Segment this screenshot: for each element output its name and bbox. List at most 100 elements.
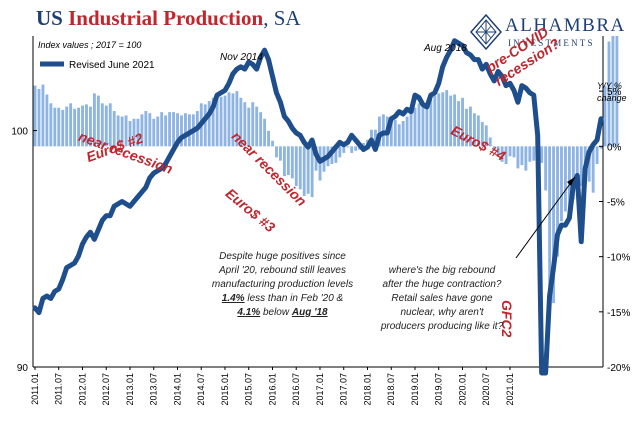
yoy-bar [100, 103, 104, 147]
yoy-bar [544, 146, 548, 191]
yoy-bar [480, 122, 484, 147]
yoy-bar [203, 104, 207, 147]
annotation-arrow [515, 176, 576, 259]
yoy-bar [500, 146, 504, 162]
yoy-bar [259, 112, 263, 147]
right-tick-label: -5% [607, 198, 625, 209]
yoy-bar [587, 146, 591, 182]
yoy-bar [599, 146, 603, 149]
yoy-bar [508, 146, 512, 157]
yoy-bar [255, 106, 259, 147]
yoy-bar [409, 113, 413, 147]
yoy-bar [124, 115, 128, 147]
yoy-bar [290, 146, 294, 179]
x-tick-label: 2021.01 [505, 373, 515, 406]
x-tick-label: 2018.07 [386, 373, 396, 406]
yoy-bar [472, 113, 476, 147]
x-tick-label: 2014.01 [172, 373, 182, 406]
yoy-bar [552, 146, 555, 303]
x-tick-label: 2017.01 [315, 373, 325, 406]
yoy-bar [469, 106, 472, 147]
yoy-bar [227, 92, 231, 147]
yoy-bar [45, 94, 49, 147]
yoy-bar [354, 146, 358, 151]
yoy-bar [89, 106, 92, 147]
yoy-bar [342, 146, 346, 153]
yoy-bar [560, 146, 563, 222]
yoy-bar [421, 105, 425, 147]
x-tick-label: 2019.07 [434, 373, 444, 406]
yoy-bar [128, 120, 132, 147]
legend-series-label: Revised June 2021 [69, 60, 155, 71]
ip-series-line [32, 38, 604, 376]
yoy-bar [144, 111, 148, 147]
yoy-bar [334, 146, 338, 163]
x-tick-label: 2020.07 [481, 373, 491, 406]
yoy-bar [429, 99, 433, 147]
yoy-bar [282, 146, 286, 177]
yoy-bar [69, 103, 73, 147]
x-tick-label: 2014.07 [196, 373, 206, 406]
x-tick-label: 2019.01 [410, 373, 420, 406]
yoy-bar [279, 146, 282, 161]
yoy-bar [564, 146, 567, 212]
yoy-bar [275, 146, 278, 158]
right-tick-label: 5% [607, 87, 622, 98]
yoy-bar [607, 41, 611, 147]
left-tick-label: 90 [17, 363, 29, 374]
x-tick-label: 2013.01 [125, 373, 135, 406]
x-tick-label: 2011.07 [54, 373, 64, 405]
yoy-bar [81, 105, 84, 147]
yoy-bar [180, 115, 183, 147]
yoy-bar [540, 146, 544, 163]
yoy-bar [492, 146, 496, 151]
yoy-bar [346, 146, 350, 148]
yoy-bar [389, 123, 393, 147]
yoy-bar [251, 102, 255, 147]
yoy-bar [377, 116, 381, 147]
y-tick-labels: 90 100 5% 0% -5% -10% -15% -20% [11, 87, 630, 374]
yoy-bar [298, 146, 302, 190]
yoy-bar [457, 101, 460, 147]
yoy-bar [176, 113, 179, 147]
right-tick-label: -20% [607, 363, 630, 374]
yoy-bar [437, 93, 441, 147]
yoy-bar [306, 146, 310, 194]
yoy-bar [132, 118, 136, 147]
yoy-bar [302, 146, 306, 196]
yoy-bar [172, 112, 175, 147]
yoy-bar [397, 124, 401, 147]
yoy-bar [294, 146, 298, 187]
yoy-bar [579, 146, 583, 187]
yoy-bar [603, 85, 607, 147]
yoy-bar [136, 118, 140, 147]
x-tick-label: 2015.07 [244, 373, 254, 406]
yoy-bar [92, 93, 96, 147]
x-tick-label: 2017.07 [339, 373, 349, 406]
yoy-bar [108, 103, 112, 147]
yoy-bar [148, 113, 152, 147]
yoy-bar [417, 103, 421, 147]
yoy-bar [413, 107, 417, 147]
note-left: Despite huge positives since April '20, … [211, 251, 354, 318]
yoy-bar [57, 107, 61, 147]
yoy-bar [116, 115, 120, 147]
yoy-bar [243, 102, 247, 147]
yoy-bar [528, 146, 532, 162]
x-tick-labels: 2011.01 2011.07 2012.01 2012.07 2013.01 2013.… [30, 367, 515, 406]
yoy-bar [445, 90, 449, 147]
yoy-bar [350, 146, 354, 153]
yoy-bar [247, 107, 251, 147]
x-tick-label: 2013.07 [149, 373, 159, 406]
yoy-bar [441, 92, 445, 147]
yoy-bar [393, 119, 397, 147]
yoy-bar [488, 137, 492, 147]
yoy-bar [235, 91, 239, 147]
x-tick-label: 2011.01 [30, 373, 40, 405]
yoy-bar [37, 88, 41, 147]
yoy-bar [567, 146, 571, 212]
yoy-bar [219, 96, 223, 147]
yoy-bar [310, 146, 314, 198]
yoy-bar [263, 118, 267, 147]
